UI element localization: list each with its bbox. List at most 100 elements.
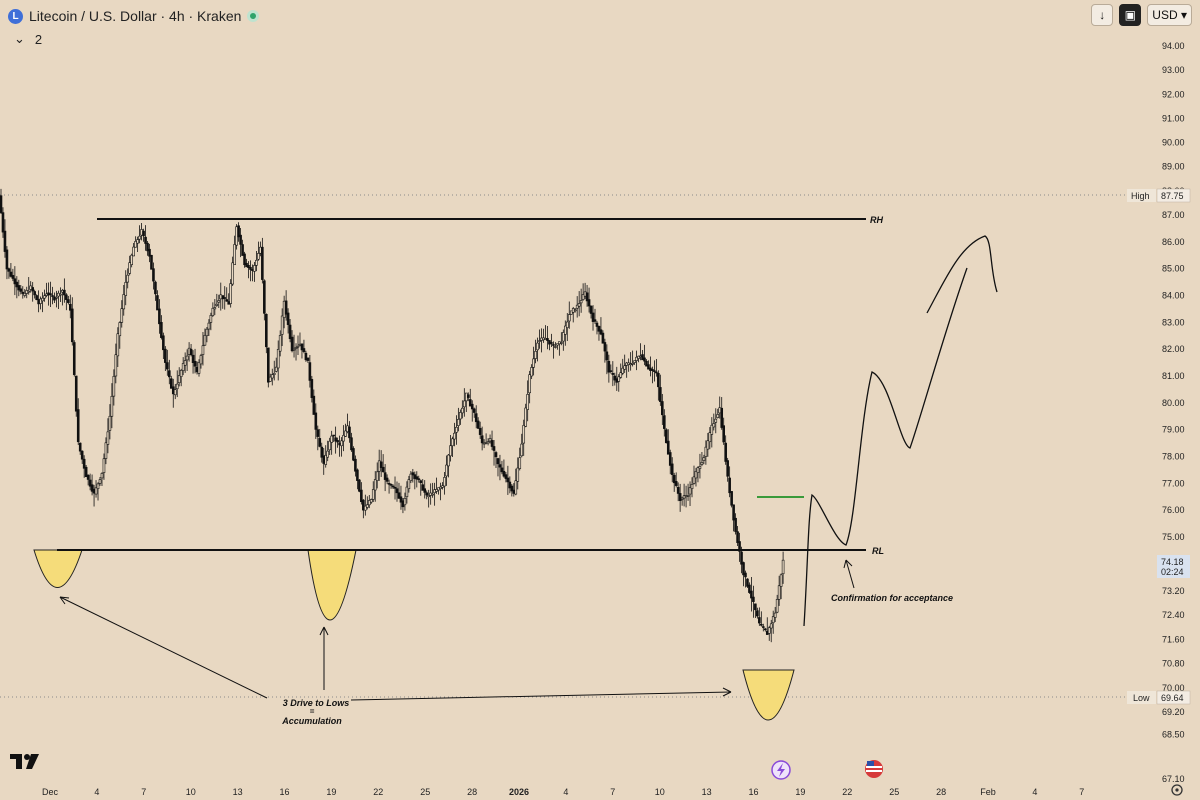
y-tick-label: 70.80 (1162, 659, 1185, 669)
candle-body (35, 295, 38, 301)
candle-body (69, 303, 72, 311)
candle-body (21, 291, 25, 294)
high-badge: High 87.75 (1127, 188, 1191, 203)
candle-body (771, 616, 775, 624)
candle-body (455, 426, 458, 433)
candle-body (136, 239, 139, 244)
x-tick-label: Dec (42, 787, 59, 797)
lightning-icon[interactable] (771, 760, 791, 780)
accumulation-label-3: Accumulation (281, 716, 342, 726)
candle-body (591, 312, 595, 322)
candle-body (375, 471, 379, 481)
candle-body (320, 446, 324, 458)
svg-text:69.64: 69.64 (1161, 693, 1184, 703)
candle-body (241, 244, 244, 256)
candle-body (391, 485, 395, 488)
confirmation-label: Confirmation for acceptance (831, 593, 953, 603)
candle-body (78, 442, 82, 452)
candle-body (225, 299, 229, 302)
candle-body (419, 480, 423, 484)
y-tick-label: 93.00 (1162, 65, 1185, 75)
y-tick-label: 76.00 (1162, 505, 1185, 515)
candle-body (148, 248, 151, 257)
candle-body (308, 362, 312, 381)
candle-body (653, 370, 656, 372)
candle-body (122, 294, 126, 310)
candle-body (694, 471, 698, 479)
y-tick-label: 87.00 (1162, 210, 1185, 220)
candle-body (76, 409, 80, 443)
candle-body (744, 572, 747, 578)
candle-body (664, 429, 668, 444)
candle-body (668, 452, 672, 466)
y-tick-label: 71.60 (1162, 634, 1185, 644)
candle-body (263, 280, 266, 314)
candle-body (191, 354, 195, 363)
candle-body (193, 360, 197, 367)
x-axis[interactable]: Dec 4 7 10 13 16 19 22 25 28 2026 4 7 10 13 16 19 22 25 28 F… (42, 787, 1084, 797)
candle-body (435, 489, 438, 492)
candle-body (504, 474, 508, 479)
us-flag-icon[interactable] (865, 760, 883, 778)
candle-body (158, 308, 161, 325)
candle-body (738, 541, 741, 552)
candle-body (181, 363, 185, 371)
y-tick-label: 77.00 (1162, 478, 1185, 488)
candle-body (74, 375, 78, 412)
candle-body (472, 408, 476, 413)
indicator-row[interactable]: ⌄ 2 (14, 31, 42, 47)
candle-body (441, 485, 444, 488)
candle-body (621, 367, 625, 374)
candle-body (468, 399, 472, 407)
x-tick-label: 22 (373, 787, 383, 797)
snapshot-icon[interactable]: ▣ (1119, 4, 1142, 26)
svg-text:Low: Low (1133, 693, 1150, 703)
x-tick-label: 4 (563, 787, 568, 797)
candle-body (126, 274, 130, 283)
candle-body (633, 360, 636, 363)
x-tick-label: 19 (326, 787, 336, 797)
candle-body (411, 472, 415, 476)
candle-body (118, 322, 122, 337)
candle-body (255, 259, 258, 266)
y-tick-label: 86.00 (1162, 237, 1185, 247)
candle-body (443, 477, 446, 487)
y-tick-label: 68.50 (1162, 729, 1185, 739)
settings-gear-icon[interactable] (1171, 784, 1183, 796)
candle-body (94, 487, 98, 495)
download-arrow-icon[interactable]: ↓ (1091, 4, 1114, 26)
candle-body (613, 375, 617, 381)
symbol-title[interactable]: Litecoin / U.S. Dollar · 4h · Kraken (29, 8, 242, 24)
candle-body (476, 420, 480, 429)
candle-body (593, 319, 597, 322)
y-tick-label: 73.20 (1162, 586, 1185, 596)
candle-body (581, 294, 585, 300)
candle-body (120, 308, 124, 323)
x-tick-label: 22 (842, 787, 852, 797)
candle-body (767, 627, 771, 634)
candle-body (383, 472, 387, 480)
chevron-down-icon[interactable]: ⌄ (14, 31, 25, 46)
currency-select[interactable]: USD ▾ (1147, 4, 1192, 26)
candle-body (179, 369, 183, 377)
candle-body (274, 366, 278, 372)
candle-body (328, 440, 331, 451)
candle-body (569, 310, 573, 315)
y-tick-label: 90.00 (1162, 138, 1185, 148)
candle-body (88, 479, 92, 487)
svg-text:87.75: 87.75 (1161, 191, 1184, 201)
candle-body (354, 458, 357, 472)
candle-body (144, 236, 147, 244)
x-tick-label: 19 (795, 787, 805, 797)
candle-body (108, 415, 112, 431)
candle-body (55, 297, 58, 299)
accumulation-zone-3 (742, 669, 795, 721)
candle-body (72, 342, 76, 375)
confirmation-arrow (843, 559, 855, 589)
candle-body (342, 435, 345, 442)
y-axis[interactable]: 94.0093.0092.0091.0090.0089.0088.0087.00… (1162, 41, 1185, 784)
candle-body (672, 474, 676, 484)
accumulation-zone-2 (307, 549, 357, 621)
candle-body (59, 293, 62, 296)
